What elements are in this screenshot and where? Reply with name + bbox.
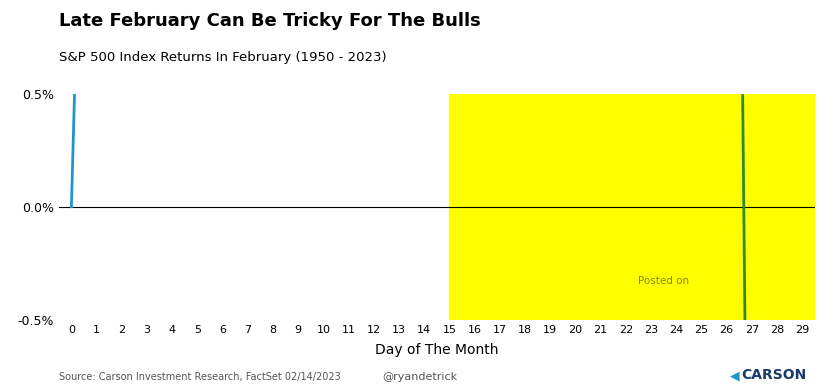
- Text: Late February Can Be Tricky For The Bulls: Late February Can Be Tricky For The Bull…: [59, 12, 480, 30]
- Text: Source: Carson Investment Research, FactSet 02/14/2023: Source: Carson Investment Research, Fact…: [59, 372, 340, 382]
- Text: Posted on: Posted on: [638, 277, 689, 286]
- Text: S&P 500 Index Returns In February (1950 - 2023): S&P 500 Index Returns In February (1950 …: [59, 51, 386, 64]
- Text: ◀: ◀: [730, 369, 739, 382]
- X-axis label: Day of The Month: Day of The Month: [375, 343, 499, 357]
- Bar: [449, 94, 815, 320]
- Text: @ryandetrick: @ryandetrick: [382, 372, 458, 382]
- Text: CARSON: CARSON: [741, 368, 806, 382]
